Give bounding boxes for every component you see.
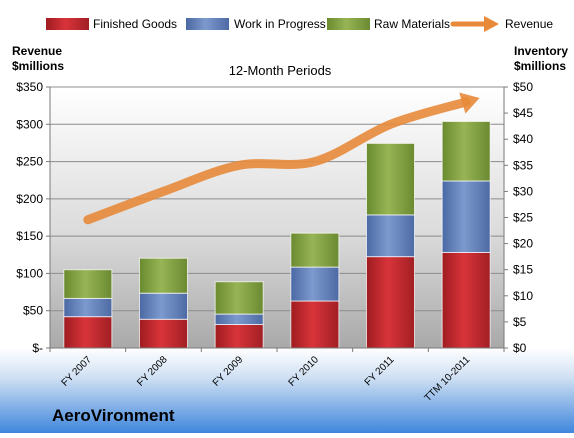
bar-work-in-progress [63,297,113,318]
right-axis-title-line1: Inventory [514,44,568,58]
left-tick-label: $100 [16,266,43,280]
plot-area [49,86,505,349]
bar-work-in-progress [441,180,491,253]
left-tick-label: $350 [16,80,43,94]
revenue-line [83,92,480,225]
bar-work-in-progress [366,214,415,258]
bar-raw-materials [63,269,113,299]
bar-finished-goods [441,251,491,349]
bar-raw-materials [441,120,491,182]
right-tick-label: $35 [513,158,533,172]
chart-title: 12-Month Periods [229,63,332,78]
bar-series [63,120,491,349]
legend-label-work-in-progress: Work in Progress [234,17,326,31]
gridlines [50,86,504,312]
right-tick-label: $30 [513,184,533,198]
right-tick-label: $20 [513,237,533,251]
legend-swatch-revenue [450,16,499,32]
bar-raw-materials [290,232,340,268]
left-tick-label: $150 [16,229,43,243]
left-tick-label: $- [32,341,43,355]
right-tick-label: $25 [513,211,533,225]
bar-finished-goods [290,300,340,349]
revenue-arrow-head [459,92,480,114]
bar-finished-goods [139,318,188,349]
right-tick-label: $10 [513,289,533,303]
bar-raw-materials [366,142,415,216]
left-axis-title-line1: Revenue [12,44,62,58]
bottom-background [0,348,574,433]
left-axis-title-line2: $millions [12,59,64,73]
right-tick-label: $40 [513,132,533,146]
right-tick-label: $45 [513,106,533,120]
right-tick-label: $0 [513,341,527,355]
left-tick-label: $200 [16,192,43,206]
bar-finished-goods [214,324,264,349]
legend-label-revenue: Revenue [505,17,553,31]
revenue-line-path [83,97,471,225]
legend: Finished Goods Work in Progress Raw Mate… [46,16,553,32]
company-name: AeroVironment [52,406,175,425]
right-axis-title-line2: $millions [514,59,566,73]
bar-work-in-progress [290,266,340,302]
legend-label-finished-goods: Finished Goods [93,17,177,31]
bar-raw-materials [139,257,188,294]
left-tick-label: $50 [23,304,43,318]
bar-work-in-progress [214,313,264,326]
left-tick-label: $250 [16,155,43,169]
bar-raw-materials [214,281,264,315]
legend-label-raw-materials: Raw Materials [374,17,450,31]
right-tick-label: $50 [513,80,533,94]
left-tick-label: $300 [16,117,43,131]
bar-finished-goods [366,256,415,349]
legend-swatch-work-in-progress [186,18,229,30]
right-tick-label: $15 [513,263,533,277]
legend-swatch-finished-goods [46,18,89,30]
bar-work-in-progress [139,292,188,320]
legend-swatch-raw-materials [327,18,370,30]
right-tick-label: $5 [513,315,527,329]
bar-finished-goods [63,316,113,349]
